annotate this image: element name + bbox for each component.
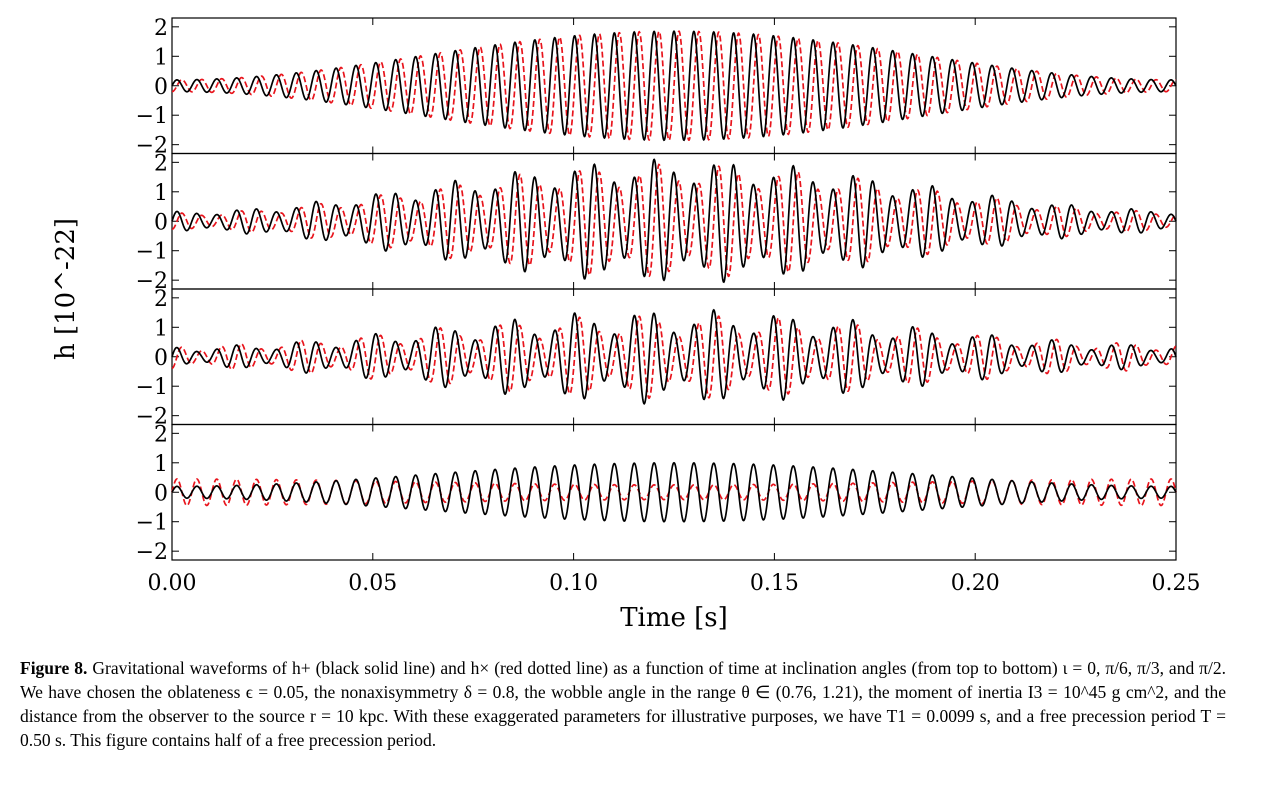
caption-text: Gravitational waveforms of h+ (black sol… <box>20 658 1227 750</box>
h-plus-line <box>171 158 1177 284</box>
y-tick-label: −1 <box>136 511 168 536</box>
h-plus-line <box>171 30 1177 142</box>
caption-label: Figure 8. <box>20 658 88 678</box>
y-tick-label: 2 <box>154 422 168 447</box>
x-tick-label: 0.15 <box>750 571 799 596</box>
h-cross-line <box>171 315 1177 400</box>
y-tick-label: −2 <box>136 405 168 430</box>
y-tick-label: −1 <box>136 240 168 265</box>
h-cross-line <box>171 478 1177 507</box>
h-plus-line <box>171 308 1177 405</box>
y-tick-label: 1 <box>154 452 168 477</box>
y-tick-label: 2 <box>154 16 168 41</box>
y-tick-label: 0 <box>154 346 168 371</box>
y-tick-label: 1 <box>154 181 168 206</box>
y-tick-label: −1 <box>136 375 168 400</box>
x-tick-label: 0.20 <box>951 571 1000 596</box>
y-tick-label: 1 <box>154 316 168 341</box>
y-axis-label: h [10^-22] <box>51 218 81 360</box>
figure-caption: Figure 8. Gravitational waveforms of h+ … <box>20 656 1226 752</box>
x-axis-label: Time [s] <box>620 603 728 633</box>
y-tick-label: −2 <box>136 269 168 294</box>
x-tick-label: 0.00 <box>148 571 197 596</box>
y-tick-label: −2 <box>136 540 168 565</box>
y-tick-label: 0 <box>154 75 168 100</box>
y-tick-label: 0 <box>154 210 168 235</box>
x-tick-label: 0.05 <box>348 571 397 596</box>
panel-frame <box>171 423 1177 561</box>
waveform-figure: −2 −1 0 1 2 −2 −1 0 1 2 −2 −1 0 1 2 −2 −1 0 1 2 0.00 0.05 0.10… <box>51 16 1201 633</box>
y-tick-label: −2 <box>136 134 168 159</box>
y-tick-label: 1 <box>154 45 168 70</box>
x-tick-label: 0.25 <box>1152 571 1201 596</box>
y-tick-label: −1 <box>136 104 168 129</box>
h-plus-line <box>171 461 1177 523</box>
x-tick-label: 0.10 <box>549 571 598 596</box>
h-cross-line <box>171 30 1177 142</box>
h-cross-line <box>171 163 1177 278</box>
y-tick-label: 0 <box>154 481 168 506</box>
y-tick-label: 2 <box>154 151 168 176</box>
y-tick-label: 2 <box>154 287 168 312</box>
